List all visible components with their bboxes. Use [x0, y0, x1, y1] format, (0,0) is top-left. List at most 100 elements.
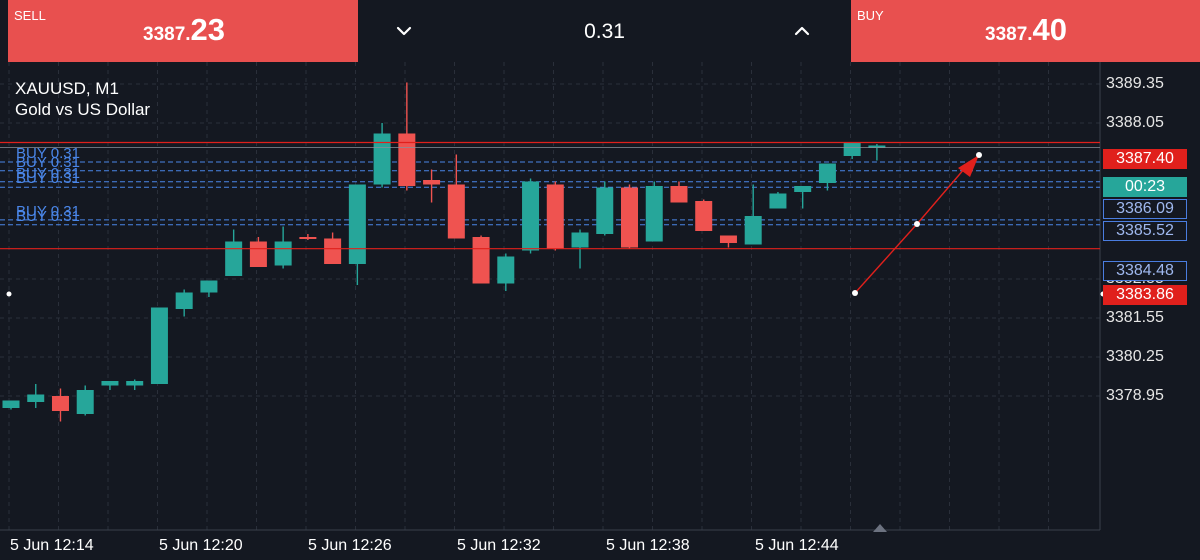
candle — [27, 384, 45, 408]
chevron-down-icon — [396, 26, 412, 36]
chart-grid — [0, 62, 1100, 530]
candles — [2, 82, 886, 422]
price-tick-label: 3389.35 — [1106, 75, 1164, 92]
candle-body — [670, 186, 688, 203]
candle-body — [27, 394, 45, 402]
chart-info: XAUUSD, M1 Gold vs US Dollar — [15, 78, 150, 120]
volume-increase-button[interactable] — [788, 17, 816, 45]
candle — [447, 154, 465, 239]
candle — [670, 181, 688, 203]
trend-anchor-handle[interactable] — [852, 290, 858, 296]
candle-body — [200, 280, 218, 293]
candle — [274, 226, 292, 269]
candle-body — [571, 232, 589, 248]
candle-body — [225, 241, 243, 276]
buy-button[interactable]: BUY 3387.40 — [851, 0, 1200, 62]
candle — [2, 400, 20, 410]
buy-price-suffix: 40 — [1032, 12, 1068, 47]
order-price-tag: 3384.48 — [1103, 261, 1187, 281]
arrow-head-icon — [958, 155, 979, 177]
candle — [150, 307, 168, 384]
chevron-up-icon — [794, 26, 810, 36]
order-price-tag: 3386.09 — [1103, 199, 1187, 219]
order-label[interactable]: BUY 0.31 — [16, 164, 80, 182]
candle — [76, 385, 94, 416]
price-levels — [0, 141, 1100, 250]
candle — [497, 253, 515, 291]
candle-body — [621, 187, 638, 248]
candle — [522, 178, 540, 254]
candle — [249, 237, 267, 267]
candle — [769, 192, 787, 209]
candle-body — [497, 256, 515, 284]
candle-body — [423, 180, 441, 185]
candle-body — [150, 307, 168, 384]
order-label[interactable]: BUY 0.31 — [16, 202, 80, 220]
sell-price: 3387.23 — [143, 12, 225, 48]
trend-mid-handle[interactable] — [914, 221, 920, 227]
time-tick-label: 5 Jun 12:38 — [606, 537, 690, 554]
level-left-handle[interactable] — [6, 291, 12, 297]
candle-body — [447, 184, 465, 239]
order-price-tag: 3385.52 — [1103, 221, 1187, 241]
order-label[interactable]: BUY 0.31 — [16, 170, 80, 188]
volume-control: 0.31 — [358, 0, 851, 62]
candle — [348, 184, 366, 285]
candle — [695, 199, 713, 231]
candle-body — [76, 390, 94, 414]
candle — [596, 181, 614, 236]
candle — [373, 123, 391, 188]
candle-body — [472, 237, 490, 284]
order-label[interactable]: BUY 0.31 — [16, 207, 80, 225]
price-tick-label: 3381.55 — [1106, 309, 1164, 326]
order-label[interactable]: BUY 0.31 — [16, 153, 80, 171]
candle-body — [794, 186, 812, 192]
candle-body — [744, 216, 762, 245]
candle-body — [398, 133, 416, 186]
time-tick-label: 5 Jun 12:20 — [159, 537, 243, 554]
candle-body — [51, 396, 69, 411]
candle-body — [324, 238, 342, 264]
trend-drawing[interactable] — [6, 152, 1106, 297]
trend-end-handle[interactable] — [976, 152, 982, 158]
candle-body — [373, 133, 391, 185]
trade-panel: SELL 3387.23 0.31 BUY 3387.40 — [0, 0, 1200, 62]
buy-price: 3387.40 — [985, 12, 1067, 48]
candle — [472, 235, 490, 284]
buy-price-prefix: 3387. — [985, 24, 1033, 45]
candle — [200, 280, 218, 297]
buy-label: BUY — [857, 8, 884, 23]
candle-body — [2, 400, 20, 408]
scroll-to-latest-icon[interactable] — [873, 524, 887, 532]
order-label[interactable]: BUY 0.31 — [16, 145, 80, 162]
sell-button[interactable]: SELL 3387.23 — [8, 0, 358, 62]
price-tick-label: 3380.25 — [1106, 348, 1164, 365]
ask-price-tag: 3387.40 — [1103, 149, 1187, 169]
candle — [51, 388, 69, 422]
candle-body — [101, 381, 119, 386]
candle — [225, 229, 243, 276]
candle — [868, 144, 886, 161]
trend-line[interactable] — [854, 223, 918, 294]
volume-decrease-button[interactable] — [390, 17, 418, 45]
candle-body — [274, 241, 292, 266]
candle-body — [249, 241, 267, 267]
candle-body — [769, 193, 787, 209]
candle-body — [868, 145, 886, 148]
sell-label: SELL — [14, 8, 46, 23]
candle-body — [818, 163, 836, 183]
price-tick-label: 3378.95 — [1106, 387, 1164, 404]
candle — [101, 381, 119, 390]
candle — [299, 234, 317, 240]
candle-body — [299, 237, 317, 239]
price-tick-label: 3388.05 — [1106, 114, 1164, 131]
time-tick-label: 5 Jun 12:14 — [10, 537, 94, 554]
volume-value[interactable]: 0.31 — [584, 20, 625, 43]
candle-body — [719, 235, 737, 243]
candle — [818, 163, 836, 191]
trend-arrow-shaft[interactable] — [916, 160, 972, 225]
time-tick-label: 5 Jun 12:44 — [755, 537, 839, 554]
time-tick-label: 5 Jun 12:32 — [457, 537, 541, 554]
sell-price-prefix: 3387. — [143, 24, 191, 45]
